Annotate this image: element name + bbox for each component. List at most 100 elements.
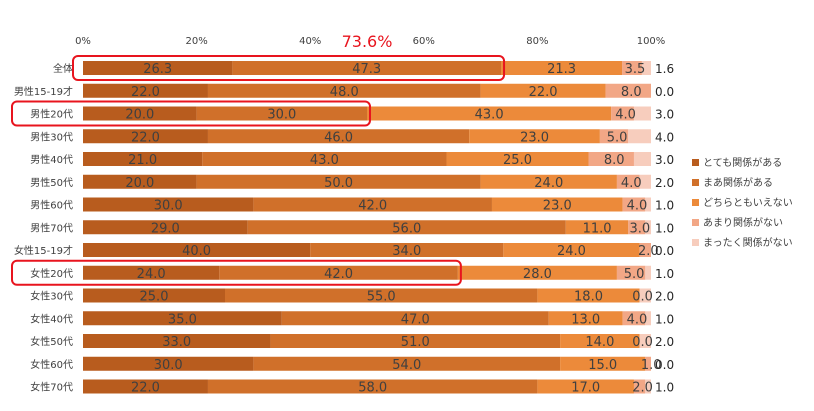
- bar-segment: [622, 197, 646, 212]
- segment-value-label: 30.0: [154, 358, 183, 373]
- segment-value-label: 21.3: [547, 62, 576, 77]
- bar-segment: [501, 61, 623, 75]
- bar-segment: [599, 129, 629, 144]
- bar-segment: [548, 311, 623, 326]
- segment-value-label: 14.0: [585, 335, 614, 350]
- legend-label: あまり関係がない: [703, 216, 783, 229]
- bar-segment: [83, 243, 311, 257]
- segment-value-label: 43.0: [310, 153, 339, 168]
- outside-value-label: 0.0: [655, 244, 674, 258]
- outside-value-label: 1.0: [655, 381, 674, 395]
- x-tick-label: 40%: [299, 36, 321, 47]
- segment-value-label: 46.0: [324, 130, 353, 145]
- bar-segment: [83, 311, 282, 326]
- segment-value-label: 5.0: [624, 267, 645, 282]
- outside-value-label: 1.0: [655, 312, 674, 326]
- x-tick-label: 80%: [526, 36, 548, 47]
- legend-label: まあ関係がある: [703, 176, 773, 189]
- legend-swatch: [692, 159, 699, 166]
- segment-value-label: 17.0: [571, 381, 600, 396]
- bar-segment: [622, 61, 642, 75]
- category-label: 女性20代: [30, 267, 73, 280]
- bar-segment: [253, 197, 492, 212]
- outside-value-label: 2.0: [655, 335, 674, 349]
- bar-segment: [645, 197, 651, 212]
- bar-segment: [83, 356, 254, 371]
- bar-segment: [565, 220, 629, 235]
- highlight-box: [72, 55, 506, 81]
- bar-segment: [639, 288, 651, 303]
- outside-value-label: 1.0: [655, 221, 674, 235]
- bar-segment: [537, 288, 640, 303]
- segment-value-label: 29.0: [151, 221, 180, 236]
- segment-value-label: 51.0: [401, 335, 430, 350]
- x-axis-ticks: 0% 20% 40% 60% 80% 100%: [75, 36, 665, 47]
- x-tick-label: 0%: [75, 36, 91, 47]
- bar-segment: [641, 61, 651, 75]
- category-label: 女性30代: [30, 290, 73, 303]
- outside-value-label: 2.0: [655, 176, 674, 190]
- segment-value-label: 56.0: [392, 221, 421, 236]
- segment-value-label: 58.0: [358, 381, 387, 396]
- bar-segment: [480, 174, 617, 189]
- segment-value-label: 47.0: [401, 312, 430, 327]
- segment-value-label: 34.0: [392, 244, 421, 259]
- category-label: 男性20代: [30, 108, 73, 121]
- segment-value-label: 25.0: [503, 153, 532, 168]
- bar-segment: [225, 288, 538, 303]
- bar-segment: [622, 311, 646, 326]
- legend-label: どちらともいえない: [703, 197, 793, 209]
- category-label: 男性70代: [30, 221, 73, 234]
- segment-value-label: 13.0: [571, 312, 600, 327]
- segment-value-label: 22.0: [131, 85, 160, 100]
- bar-segment: [83, 83, 208, 98]
- segment-value-label: 33.0: [162, 335, 191, 350]
- bar-segment: [645, 265, 651, 280]
- outside-value-label: 0.0: [655, 358, 674, 372]
- bar-segment: [83, 288, 225, 303]
- segment-value-label: 23.0: [543, 199, 572, 214]
- segment-value-label: 30.0: [267, 108, 296, 123]
- segment-value-label: 43.0: [475, 108, 504, 123]
- legend: とても関係があるまあ関係があるどちらともいえないあまり関係がないまったく関係がな…: [692, 156, 793, 249]
- segment-value-label: 24.0: [534, 176, 563, 191]
- bar-segment: [503, 243, 640, 257]
- bar-segment: [457, 265, 617, 280]
- highlight-boxes: [11, 55, 506, 286]
- bar-segment: [560, 334, 640, 348]
- segment-value-label: 30.0: [154, 199, 183, 214]
- bar-segment: [605, 83, 651, 98]
- category-label: 女性60代: [30, 358, 73, 371]
- segment-value-label: 22.0: [131, 130, 160, 145]
- bar-segment: [639, 174, 651, 189]
- segment-value-label: 3.5: [625, 62, 646, 77]
- bar-segment: [83, 106, 197, 121]
- outside-value-label: 1.0: [655, 267, 674, 281]
- category-label: 男性50代: [30, 176, 73, 189]
- bar-segment: [202, 152, 447, 166]
- bar-segment: [232, 61, 502, 75]
- annotations: 73.6%: [342, 32, 393, 51]
- segment-value-label: 50.0: [324, 176, 353, 191]
- segment-value-label: 22.0: [131, 381, 160, 396]
- legend-label: まったく関係がない: [703, 236, 793, 249]
- segment-value-label: 20.0: [125, 176, 154, 191]
- legend-swatch: [692, 179, 699, 186]
- bar-segment: [446, 152, 589, 166]
- legend-swatch: [692, 199, 699, 206]
- bar-segment: [633, 379, 646, 394]
- category-label: 男性40代: [30, 153, 73, 166]
- outside-value-label: 2.0: [655, 290, 674, 304]
- bar-segment: [645, 220, 651, 235]
- segment-value-label: 8.0: [604, 153, 625, 168]
- segment-value-label: 28.0: [523, 267, 552, 282]
- bar-segment: [247, 220, 566, 235]
- segment-value-label: 11.0: [583, 221, 612, 236]
- segment-value-label: 1.0: [641, 358, 662, 373]
- category-label: 男性60代: [30, 199, 73, 212]
- segment-value-label: 20.0: [125, 108, 154, 123]
- bar-segment: [281, 311, 549, 326]
- segment-value-label: 47.3: [352, 62, 381, 77]
- bar-segment: [83, 334, 271, 348]
